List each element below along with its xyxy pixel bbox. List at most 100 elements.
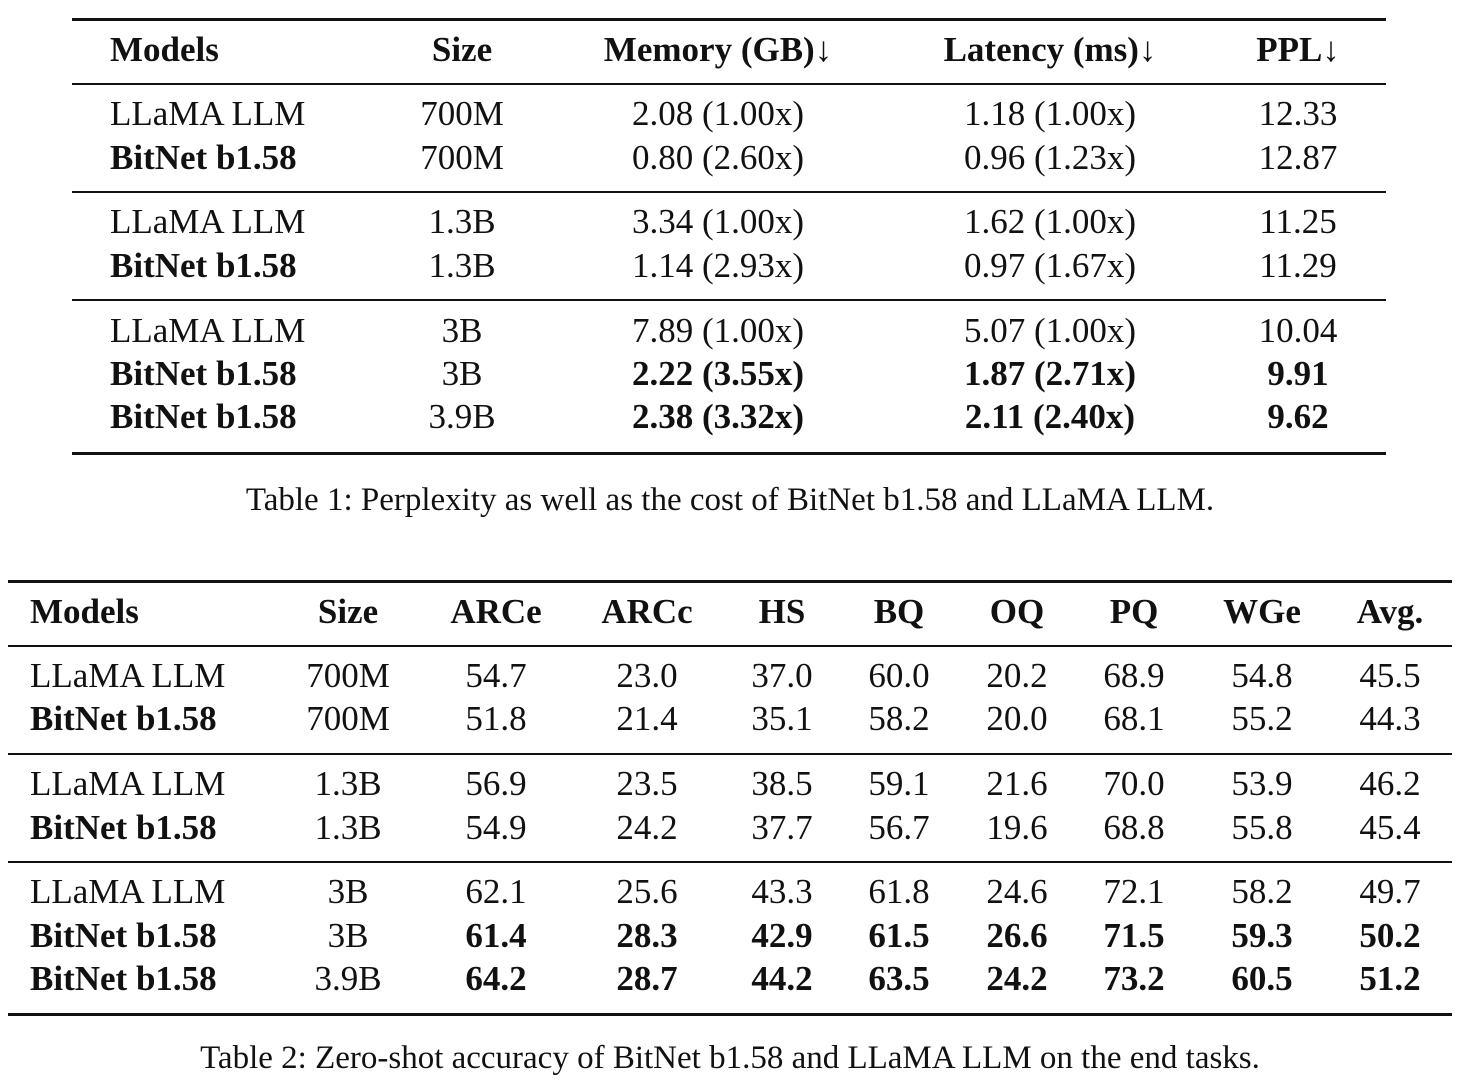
table-cell: 59.1 [868, 764, 930, 803]
table-cell: 54.9 [465, 808, 527, 847]
table-cell: 24.2 [616, 808, 678, 847]
table-cell: 38.5 [751, 764, 813, 803]
table-rule [72, 18, 1386, 21]
table-cell: 1.3B [314, 808, 382, 847]
table-cell: 61.4 [465, 916, 527, 955]
table-cell: 21.4 [616, 699, 678, 738]
model-name-cell: BitNet b1.58 [110, 246, 297, 285]
model-name-cell: BitNet b1.58 [110, 354, 297, 393]
table-cell: 49.7 [1359, 872, 1421, 911]
table-cell: 59.3 [1231, 916, 1293, 955]
table-rule [8, 1013, 1452, 1016]
model-name-cell: LLaMA LLM [110, 94, 306, 133]
table-cell: 3B [441, 311, 483, 350]
table-cell: 54.8 [1231, 656, 1293, 695]
table-cell: 24.6 [986, 872, 1048, 911]
column-header: PQ [1109, 592, 1159, 631]
table-cell: 0.80 (2.60x) [631, 138, 805, 177]
table-cell: 25.6 [616, 872, 678, 911]
table-cell: 60.5 [1231, 959, 1293, 998]
table-cell: 19.6 [986, 808, 1048, 847]
table-cell: 70.0 [1103, 764, 1165, 803]
column-header: Models [110, 30, 219, 69]
table-cell: 21.6 [986, 764, 1048, 803]
table-cell: 1.3B [428, 202, 496, 241]
model-name-cell: BitNet b1.58 [110, 397, 297, 436]
column-header: ARCc [601, 592, 693, 631]
table-cell: 63.5 [868, 959, 930, 998]
model-name-cell: BitNet b1.58 [30, 959, 217, 998]
column-header: Size [317, 592, 379, 631]
column-header: Size [431, 30, 493, 69]
table-cell: 10.04 [1258, 311, 1338, 350]
table-cell: 46.2 [1359, 764, 1421, 803]
table-cell: 61.8 [868, 872, 930, 911]
table-cell: 12.87 [1258, 138, 1338, 177]
table-cell: 700M [420, 94, 504, 133]
table-cell: 1.3B [314, 764, 382, 803]
table-cell: 72.1 [1103, 872, 1165, 911]
table-cell: 9.91 [1267, 354, 1329, 393]
column-header: BQ [873, 592, 925, 631]
table-cell: 58.2 [1231, 872, 1293, 911]
table-cell: 28.7 [616, 959, 678, 998]
table-cell: 62.1 [465, 872, 527, 911]
table-cell: 700M [306, 656, 390, 695]
model-name-cell: LLaMA LLM [30, 872, 226, 911]
column-header: HS [758, 592, 806, 631]
table-cell: 1.3B [428, 246, 496, 285]
table-cell: 26.6 [986, 916, 1048, 955]
table-cell: 3B [327, 916, 369, 955]
table-cell: 20.0 [986, 699, 1048, 738]
table-cell: 12.33 [1258, 94, 1338, 133]
table-cell: 50.2 [1359, 916, 1421, 955]
table-cell: 61.5 [868, 916, 930, 955]
model-name-cell: LLaMA LLM [30, 656, 226, 695]
table-rule [72, 452, 1386, 455]
model-name-cell: LLaMA LLM [110, 202, 306, 241]
table-1-caption: Table 1: Perplexity as well as the cost … [245, 482, 1215, 518]
table-cell: 9.62 [1267, 397, 1329, 436]
table-cell: 1.62 (1.00x) [963, 202, 1137, 241]
model-name-cell: BitNet b1.58 [30, 699, 217, 738]
column-header: ARCe [450, 592, 542, 631]
table-cell: 3.9B [314, 959, 382, 998]
table-cell: 3B [327, 872, 369, 911]
table-cell: 45.5 [1359, 656, 1421, 695]
table-rule [8, 753, 1452, 755]
table-cell: 73.2 [1103, 959, 1165, 998]
table-cell: 3.9B [428, 397, 496, 436]
column-header: WGe [1223, 592, 1301, 631]
table-cell: 23.5 [616, 764, 678, 803]
table-cell: 7.89 (1.00x) [631, 311, 805, 350]
model-name-cell: BitNet b1.58 [30, 808, 217, 847]
table-2-caption: Table 2: Zero-shot accuracy of BitNet b1… [200, 1040, 1260, 1076]
column-header: Memory (GB)↓ [603, 30, 833, 69]
table-cell: 51.8 [465, 699, 527, 738]
table-rule [72, 299, 1386, 301]
table-cell: 11.25 [1259, 202, 1337, 241]
table-cell: 54.7 [465, 656, 527, 695]
table-cell: 2.08 (1.00x) [631, 94, 805, 133]
column-header: Latency (ms)↓ [943, 30, 1157, 69]
table-cell: 23.0 [616, 656, 678, 695]
table-cell: 64.2 [465, 959, 527, 998]
table-cell: 56.7 [868, 808, 930, 847]
table-cell: 51.2 [1359, 959, 1421, 998]
table-cell: 42.9 [751, 916, 813, 955]
column-header: Models [30, 592, 139, 631]
table-cell: 68.1 [1103, 699, 1165, 738]
table-cell: 3B [441, 354, 483, 393]
table-cell: 55.8 [1231, 808, 1293, 847]
table-cell: 44.3 [1359, 699, 1421, 738]
table-cell: 24.2 [986, 959, 1048, 998]
table-cell: 0.96 (1.23x) [963, 138, 1137, 177]
table-cell: 3.34 (1.00x) [631, 202, 805, 241]
table-cell: 68.8 [1103, 808, 1165, 847]
table-cell: 43.3 [751, 872, 813, 911]
table-rule [72, 83, 1386, 85]
table-cell: 1.87 (2.71x) [963, 354, 1137, 393]
table-cell: 58.2 [868, 699, 930, 738]
table-cell: 60.0 [868, 656, 930, 695]
model-name-cell: LLaMA LLM [30, 764, 226, 803]
